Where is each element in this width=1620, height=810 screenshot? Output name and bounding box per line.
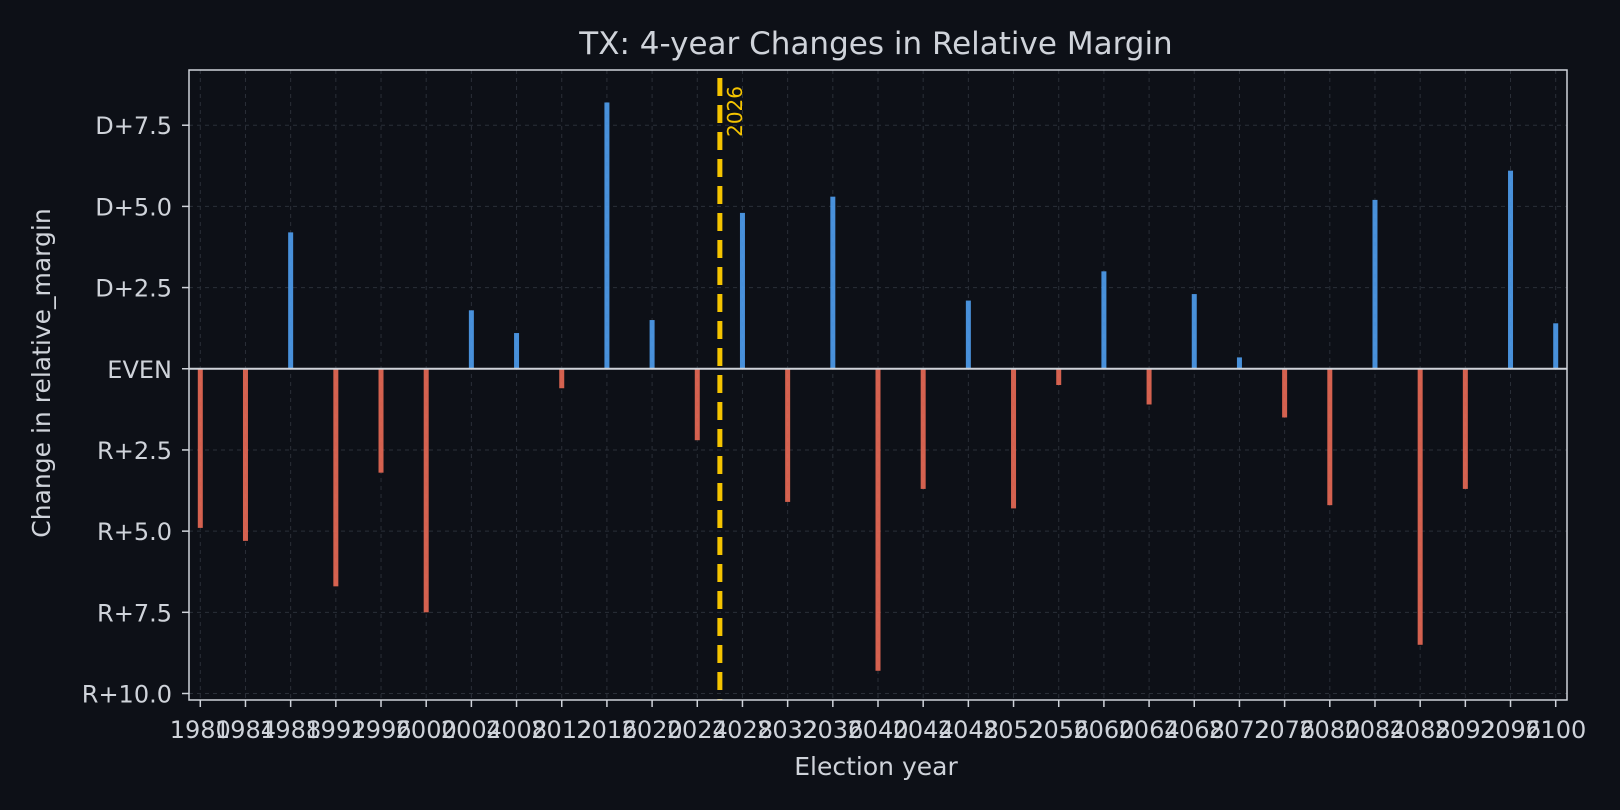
x-tick-label: 2100 xyxy=(1525,716,1586,744)
x-tick-label: 2016 xyxy=(576,716,637,744)
bar xyxy=(1011,368,1017,509)
x-tick-label: 2084 xyxy=(1344,716,1405,744)
bar xyxy=(242,368,248,541)
x-tick-label: 1992 xyxy=(305,716,366,744)
bar xyxy=(604,102,610,369)
bar xyxy=(197,368,203,528)
x-tick-label: 2028 xyxy=(712,716,773,744)
x-axis-label: Election year xyxy=(794,752,958,781)
bar xyxy=(1372,199,1378,369)
bar xyxy=(288,232,294,369)
x-tick-label: 2056 xyxy=(1028,716,1089,744)
bar xyxy=(1056,368,1062,385)
y-tick-label: R+7.5 xyxy=(97,599,172,627)
x-tick-label: 2072 xyxy=(1209,716,1270,744)
x-tick-label: 2004 xyxy=(441,716,502,744)
x-tick-label: 2012 xyxy=(531,716,592,744)
bar xyxy=(965,300,971,369)
bar xyxy=(1146,368,1152,405)
x-tick-label: 1984 xyxy=(215,716,276,744)
bar xyxy=(468,310,474,369)
x-tick-label: 2048 xyxy=(938,716,999,744)
bar xyxy=(920,368,926,489)
bar xyxy=(1236,357,1242,369)
bar xyxy=(378,368,384,473)
bar xyxy=(559,368,565,389)
x-tick-label: 2092 xyxy=(1435,716,1496,744)
x-axis-ticks: 1980198419881992199620002004200820122016… xyxy=(170,700,1586,744)
y-tick-label: D+2.5 xyxy=(95,275,172,303)
y-tick-label: D+7.5 xyxy=(95,112,172,140)
x-tick-label: 2068 xyxy=(1164,716,1225,744)
bar xyxy=(694,368,700,441)
y-axis-label: Change in relative_margin xyxy=(27,208,56,537)
bar xyxy=(830,196,836,369)
x-tick-label: 1988 xyxy=(260,716,321,744)
x-tick-label: 2032 xyxy=(757,716,818,744)
chart-title: TX: 4-year Changes in Relative Margin xyxy=(578,26,1172,62)
x-tick-label: 2052 xyxy=(983,716,1044,744)
x-tick-label: 2036 xyxy=(802,716,863,744)
bar xyxy=(423,368,429,613)
year-marker-label: 2026 xyxy=(723,86,747,137)
x-tick-label: 2096 xyxy=(1480,716,1541,744)
bar xyxy=(514,333,520,369)
bar-layer xyxy=(197,102,1559,671)
x-tick-label: 1996 xyxy=(350,716,411,744)
bar xyxy=(1101,271,1107,369)
x-tick-label: 2000 xyxy=(396,716,457,744)
y-tick-label: D+5.0 xyxy=(95,193,172,221)
y-tick-label: R+10.0 xyxy=(82,681,172,709)
x-tick-label: 2024 xyxy=(667,716,728,744)
bar xyxy=(1508,170,1514,369)
x-tick-label: 2080 xyxy=(1299,716,1360,744)
bar xyxy=(739,212,745,369)
bar xyxy=(1417,368,1423,645)
x-tick-label: 2076 xyxy=(1254,716,1315,744)
y-tick-label: R+5.0 xyxy=(97,518,172,546)
x-tick-label: 2040 xyxy=(847,716,908,744)
x-tick-label: 2008 xyxy=(486,716,547,744)
y-tick-label: EVEN xyxy=(107,356,172,384)
x-tick-label: 2044 xyxy=(893,716,954,744)
bar xyxy=(1191,294,1197,369)
bar xyxy=(1553,323,1559,369)
x-tick-label: 2060 xyxy=(1073,716,1134,744)
bar xyxy=(1282,368,1288,418)
bar xyxy=(1462,368,1468,489)
x-tick-label: 2020 xyxy=(622,716,683,744)
bar xyxy=(875,368,881,671)
x-tick-label: 2064 xyxy=(1119,716,1180,744)
bar xyxy=(333,368,339,587)
y-tick-label: R+2.5 xyxy=(97,437,172,465)
bar xyxy=(785,368,791,502)
y-axis-ticks: D+7.5 D+5.0 D+2.5 EVEN R+2.5 R+5.0 R+7.5 R+10.0 xyxy=(82,112,189,709)
x-tick-label: 2088 xyxy=(1390,716,1451,744)
bar xyxy=(649,320,655,369)
x-tick-label: 1980 xyxy=(170,716,231,744)
bar xyxy=(1327,368,1333,506)
